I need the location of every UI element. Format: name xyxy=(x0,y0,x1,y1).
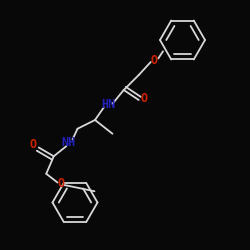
Text: O: O xyxy=(150,54,157,66)
Text: NH: NH xyxy=(62,136,76,149)
Text: O: O xyxy=(30,138,37,151)
Text: HN: HN xyxy=(102,98,116,112)
Text: O: O xyxy=(141,92,148,105)
Text: O: O xyxy=(58,177,65,190)
